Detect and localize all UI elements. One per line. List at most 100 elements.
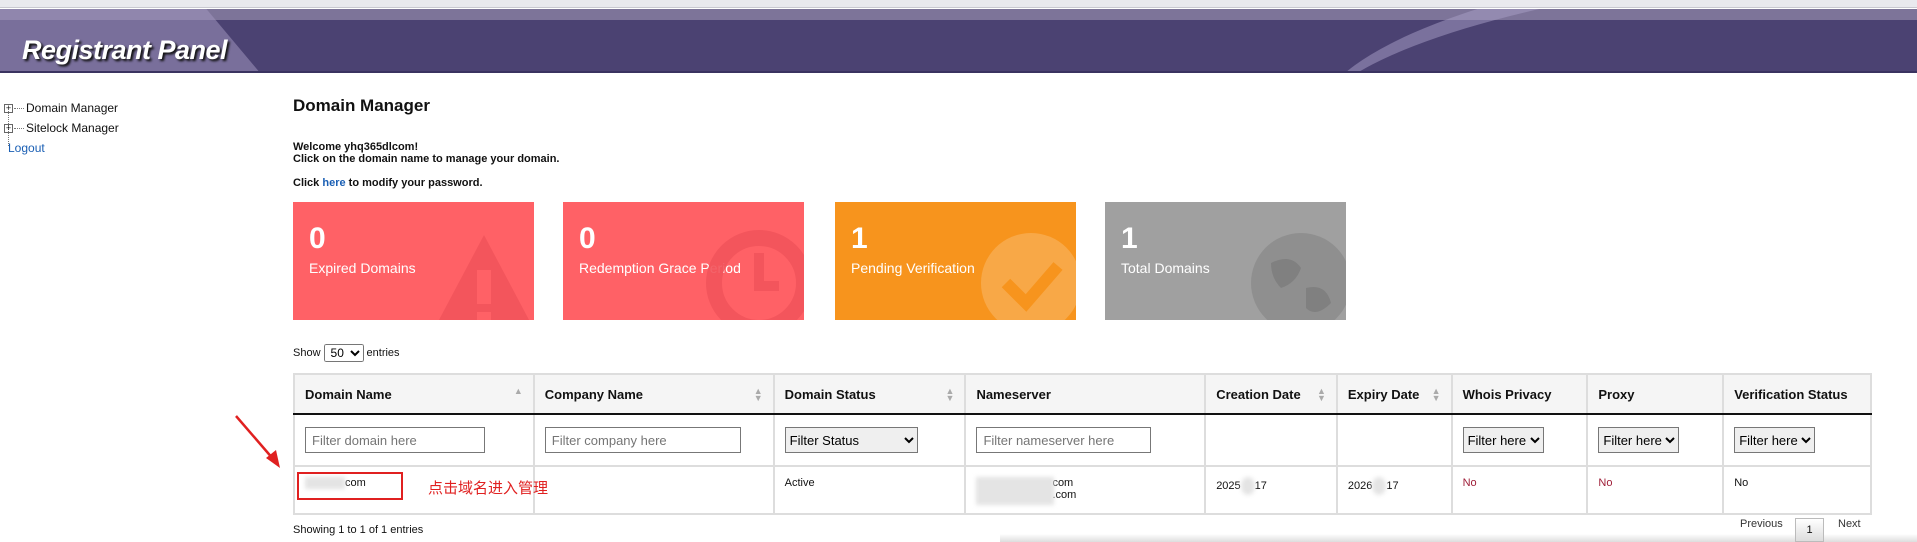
- hint-prefix: Click: [293, 177, 323, 189]
- col-expiry-date[interactable]: Expiry Date ▲ ▼: [1335, 373, 1453, 415]
- domain-link[interactable]: com: [345, 477, 366, 489]
- creation-date-part: 2025: [1216, 479, 1241, 492]
- filter-nameserver-input[interactable]: [976, 427, 1152, 453]
- entries-label: entries: [366, 347, 400, 359]
- entries-select[interactable]: 50: [323, 344, 364, 362]
- nameserver-2: .com: [1052, 489, 1077, 501]
- password-hint: Click here to modify your password.: [293, 177, 483, 189]
- show-label: Show: [293, 347, 321, 359]
- filter-whois-select[interactable]: Filter here: [1462, 427, 1544, 453]
- table-info: Showing 1 to 1 of 1 entries: [293, 524, 424, 536]
- card-count: 1: [1121, 222, 1138, 255]
- card-label: Redemption Grace Period: [579, 260, 741, 276]
- column-label: Company Name: [544, 386, 644, 402]
- warning-icon: [438, 235, 530, 320]
- column-label: Whois Privacy: [1462, 386, 1552, 402]
- app-title: Registrant Panel: [22, 35, 228, 65]
- column-label: Domain Name: [305, 386, 392, 402]
- col-proxy: Proxy: [1586, 373, 1725, 415]
- sort-icon: ▲ ▼: [945, 386, 955, 403]
- redacted: [1372, 477, 1387, 495]
- hint-suffix: to modify your password.: [345, 177, 483, 189]
- instruction-line: Click on the domain name to manage your …: [293, 153, 560, 165]
- sidebar-item-sitelock-manager[interactable]: + Sitelock Manager: [4, 118, 119, 138]
- col-domain-status[interactable]: Domain Status ▲ ▼: [772, 373, 967, 415]
- sidebar-item-domain-manager[interactable]: + Domain Manager: [4, 98, 119, 118]
- sidebar-item-label: Domain Manager: [26, 101, 119, 115]
- card-expired-domains[interactable]: 0 Expired Domains: [293, 202, 534, 320]
- sidebar: + Domain Manager + Sitelock Manager Logout: [4, 98, 119, 158]
- col-domain-name[interactable]: Domain Name ▲: [293, 373, 535, 415]
- status-cell: Active: [772, 465, 967, 515]
- sidebar-item-logout[interactable]: Logout: [4, 138, 119, 158]
- welcome-line: Welcome yhq365dlcom!: [293, 141, 419, 153]
- welcome-text: Welcome yhq365dlcom! Click on the domain …: [293, 141, 560, 165]
- logout-link[interactable]: Logout: [8, 141, 45, 155]
- col-verification-status: Verification Status: [1722, 373, 1872, 415]
- clock-icon: [706, 230, 804, 320]
- sort-icon: ▲ ▼: [1431, 386, 1441, 403]
- col-creation-date[interactable]: Creation Date ▲ ▼: [1204, 373, 1338, 415]
- domains-table: Domain Name ▲ Company Name ▲ ▼ Domain Statu…: [293, 373, 1872, 515]
- filter-proxy-select[interactable]: Filter here: [1598, 427, 1680, 453]
- card-pending-verification[interactable]: 1 Pending Verification: [835, 202, 1076, 320]
- redacted: [305, 477, 345, 490]
- sort-asc-icon: ▲: [513, 386, 523, 396]
- empty-cell: [1204, 413, 1338, 467]
- card-count: 0: [309, 222, 326, 255]
- column-label: Verification Status: [1734, 386, 1848, 402]
- card-count: 1: [851, 222, 868, 255]
- filter-status-select[interactable]: Filter Status: [784, 427, 918, 453]
- page-title: Domain Manager: [293, 96, 430, 115]
- whois-cell: No: [1450, 465, 1589, 515]
- creation-date-part: 17: [1254, 479, 1267, 492]
- card-label: Expired Domains: [309, 260, 416, 276]
- globe-icon: [1251, 233, 1346, 320]
- creation-cell: 2025 17: [1204, 465, 1338, 515]
- expand-icon[interactable]: +: [4, 122, 13, 133]
- page-1-button[interactable]: 1: [1795, 518, 1824, 542]
- table-row: com Active com .com 2025 17 2026 17 No No N…: [293, 465, 1872, 515]
- next-button[interactable]: Next: [1838, 518, 1861, 530]
- column-label: Expiry Date: [1347, 386, 1420, 402]
- modify-password-link[interactable]: here: [322, 177, 346, 189]
- top-border: [0, 0, 1917, 8]
- check-icon: [981, 233, 1076, 320]
- filter-domain-input[interactable]: [305, 427, 485, 453]
- column-label: Creation Date: [1216, 386, 1301, 402]
- redacted: [976, 477, 1055, 505]
- card-redemption-grace-period[interactable]: 0 Redemption Grace Period: [563, 202, 804, 320]
- expiry-date-part: 2026: [1347, 479, 1373, 492]
- bottom-shadow: [1000, 534, 1917, 542]
- col-whois-privacy: Whois Privacy: [1450, 373, 1589, 415]
- sidebar-item-label: Sitelock Manager: [26, 121, 119, 135]
- annotation-text: 点击域名进入管理: [428, 480, 549, 497]
- sort-icon: ▲ ▼: [1316, 386, 1326, 403]
- card-total-domains[interactable]: 1 Total Domains: [1105, 202, 1346, 320]
- proxy-cell: No: [1586, 465, 1725, 515]
- header-banner: Registrant Panel: [0, 9, 1917, 73]
- expiry-cell: 2026 17: [1335, 465, 1453, 515]
- column-label: Domain Status: [784, 386, 876, 402]
- expiry-date-part: 17: [1386, 479, 1399, 492]
- previous-button[interactable]: Previous: [1740, 518, 1783, 530]
- entries-length: Show 50 entries: [293, 344, 400, 362]
- column-label: Nameserver: [976, 386, 1051, 402]
- verification-cell: No: [1722, 465, 1872, 515]
- redacted: [1240, 477, 1255, 495]
- tree-line: [8, 111, 9, 146]
- sort-icon: ▲ ▼: [753, 386, 763, 403]
- annotation-box: [297, 472, 403, 500]
- card-count: 0: [579, 222, 596, 255]
- nameserver-1: com: [1052, 477, 1074, 489]
- nameserver-cell: com .com: [964, 465, 1207, 515]
- card-label: Pending Verification: [851, 260, 975, 276]
- expand-icon[interactable]: +: [4, 102, 13, 113]
- col-nameserver: Nameserver: [964, 373, 1207, 415]
- filter-company-input[interactable]: [544, 427, 741, 453]
- col-company-name[interactable]: Company Name ▲ ▼: [532, 373, 775, 415]
- card-label: Total Domains: [1121, 260, 1210, 276]
- annotation-arrow-icon: [235, 415, 280, 468]
- column-label: Proxy: [1598, 386, 1635, 402]
- filter-verification-select[interactable]: Filter here: [1734, 427, 1816, 453]
